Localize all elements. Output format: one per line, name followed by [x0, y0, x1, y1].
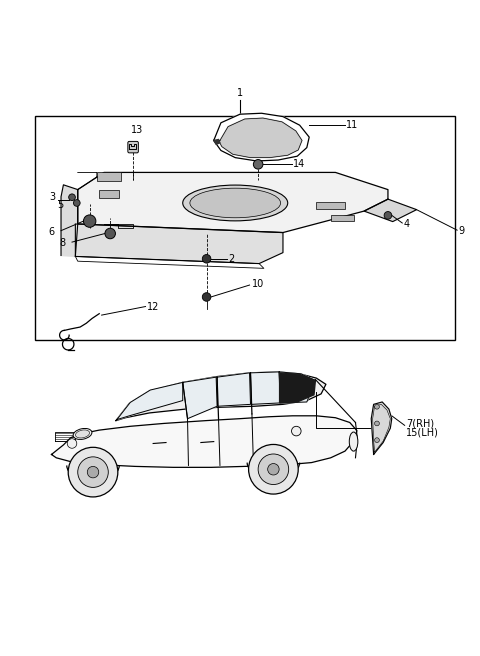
Circle shape	[69, 194, 75, 201]
Circle shape	[87, 466, 99, 478]
Text: 13: 13	[131, 125, 144, 134]
Circle shape	[105, 228, 116, 239]
FancyBboxPatch shape	[128, 142, 138, 153]
Polygon shape	[217, 373, 251, 406]
Polygon shape	[51, 416, 357, 467]
Text: 5: 5	[57, 200, 63, 210]
Polygon shape	[364, 199, 417, 222]
Circle shape	[291, 426, 301, 436]
Polygon shape	[129, 144, 136, 148]
FancyBboxPatch shape	[97, 173, 120, 181]
Circle shape	[253, 159, 263, 169]
Polygon shape	[61, 185, 78, 256]
Text: 9: 9	[458, 226, 465, 236]
Circle shape	[268, 464, 279, 475]
Text: 4: 4	[404, 219, 410, 229]
Polygon shape	[279, 372, 315, 403]
Bar	[35, 115, 455, 340]
Text: 14: 14	[293, 159, 306, 169]
Text: 7(RH): 7(RH)	[406, 419, 434, 428]
Polygon shape	[214, 113, 309, 161]
Circle shape	[68, 447, 118, 497]
Text: 10: 10	[252, 279, 264, 289]
Circle shape	[384, 211, 392, 219]
Polygon shape	[214, 140, 220, 144]
Text: 12: 12	[147, 302, 159, 312]
Polygon shape	[218, 118, 302, 157]
Circle shape	[202, 293, 211, 301]
Polygon shape	[75, 224, 283, 264]
Ellipse shape	[190, 188, 281, 218]
Circle shape	[78, 457, 108, 487]
Circle shape	[249, 445, 298, 494]
Text: 2: 2	[228, 254, 234, 264]
Text: 1: 1	[237, 89, 243, 98]
Circle shape	[258, 454, 288, 485]
FancyBboxPatch shape	[99, 190, 119, 197]
Text: 11: 11	[346, 120, 358, 130]
Polygon shape	[251, 372, 280, 404]
Polygon shape	[280, 373, 315, 403]
Circle shape	[202, 255, 211, 263]
Polygon shape	[371, 402, 392, 455]
Ellipse shape	[183, 185, 288, 221]
Circle shape	[374, 421, 379, 426]
Ellipse shape	[75, 430, 90, 438]
Ellipse shape	[349, 432, 358, 451]
Text: 15(LH): 15(LH)	[406, 427, 439, 437]
Polygon shape	[183, 377, 217, 419]
Circle shape	[84, 215, 96, 228]
Circle shape	[67, 439, 77, 448]
Polygon shape	[78, 173, 388, 233]
Circle shape	[374, 404, 379, 409]
Polygon shape	[116, 372, 326, 420]
Circle shape	[374, 438, 379, 443]
FancyBboxPatch shape	[316, 201, 345, 209]
Ellipse shape	[73, 428, 92, 440]
Polygon shape	[117, 382, 183, 420]
FancyBboxPatch shape	[331, 215, 354, 221]
Circle shape	[73, 199, 80, 206]
Text: 3: 3	[49, 192, 55, 202]
Text: 6: 6	[48, 226, 54, 237]
Text: 8: 8	[60, 238, 66, 248]
